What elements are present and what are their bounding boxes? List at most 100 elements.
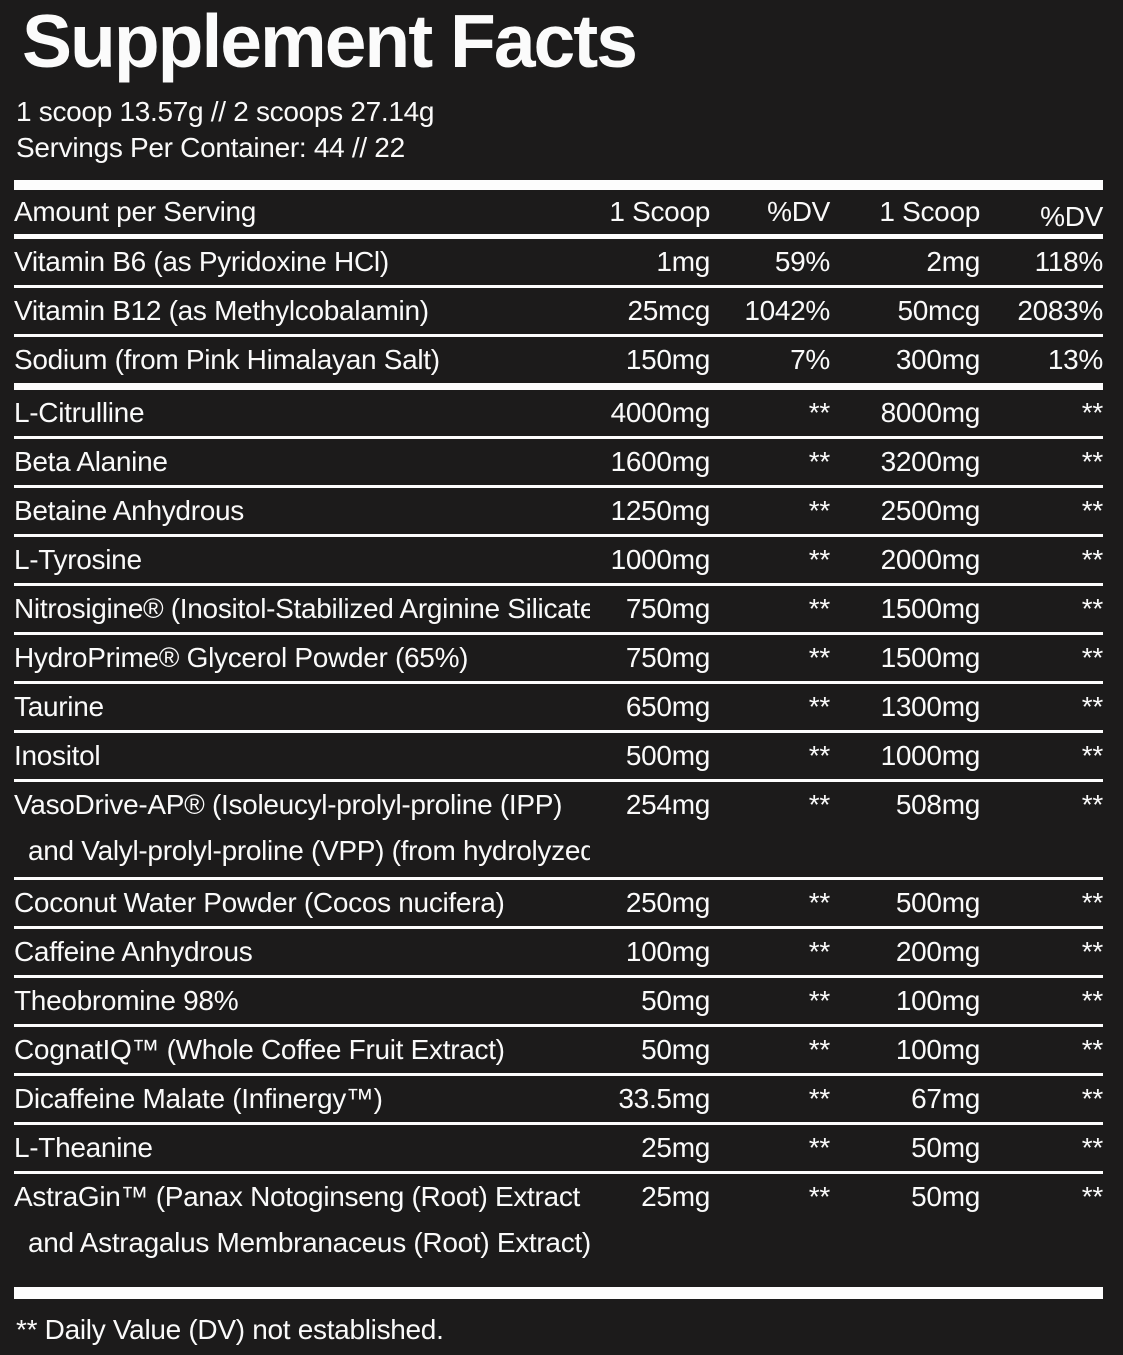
dv-scoop2: **	[1081, 691, 1104, 722]
amount-scoop2: 2000mg	[880, 544, 981, 575]
table-row: VasoDrive-AP® (Isoleucyl-prolyl-proline …	[14, 782, 1103, 880]
dv-scoop1: **	[808, 1034, 831, 1065]
table-row: Vitamin B12 (as Methylcobalamin) 25mcg 1…	[14, 288, 1103, 337]
dv-footnote: ** Daily Value (DV) not established.	[16, 1314, 444, 1345]
dv-scoop1: 59%	[774, 246, 830, 277]
table-header-row: Amount per Serving 1 Scoop %DV 1 Scoop %…	[14, 190, 1103, 239]
amount-scoop1: 500mg	[625, 740, 710, 771]
dv-scoop2: **	[1081, 936, 1104, 967]
ingredient-name: L-Tyrosine	[14, 544, 142, 575]
ingredient-name-cell: Caffeine Anhydrous	[14, 929, 590, 975]
table-row: L-Citrulline 4000mg ** 8000mg **	[14, 390, 1103, 439]
ingredient-name-cell: L-Citrulline	[14, 390, 590, 436]
ingredient-name: Vitamin B12 (as Methylcobalamin)	[14, 295, 429, 326]
dv-scoop1: **	[808, 446, 831, 477]
amount-scoop2: 1500mg	[880, 593, 981, 624]
dv-scoop2: 13%	[1047, 344, 1103, 375]
dv-scoop1: **	[808, 789, 831, 820]
amount-scoop2: 3200mg	[880, 446, 981, 477]
ingredient-name-cell: Vitamin B12 (as Methylcobalamin)	[14, 288, 590, 334]
dv-scoop2: **	[1081, 1083, 1104, 1114]
table-row: Sodium (from Pink Himalayan Salt) 150mg …	[14, 337, 1103, 390]
amount-scoop1: 1000mg	[610, 544, 711, 575]
ingredient-name: AstraGin™ (Panax Notoginseng (Root) Extr…	[14, 1181, 581, 1212]
table-row: Nitrosigine® (Inositol-Stabilized Argini…	[14, 586, 1103, 635]
table-row: AstraGin™ (Panax Notoginseng (Root) Extr…	[14, 1174, 1103, 1269]
dv-scoop2: **	[1081, 397, 1104, 428]
dv-scoop1: **	[808, 887, 831, 918]
ingredient-name-cell: Inositol	[14, 733, 590, 779]
amount-scoop1: 750mg	[625, 642, 710, 673]
dv-scoop1: **	[808, 642, 831, 673]
amount-scoop2: 1000mg	[880, 740, 981, 771]
ingredient-name-cell: Taurine	[14, 684, 590, 730]
amount-scoop2: 1500mg	[880, 642, 981, 673]
ingredient-name-cell: Vitamin B6 (as Pyridoxine HCl)	[14, 239, 590, 285]
amount-scoop1: 254mg	[625, 789, 710, 820]
ingredient-name: Betaine Anhydrous	[14, 495, 244, 526]
amount-scoop2: 508mg	[895, 789, 980, 820]
ingredient-name: Sodium (from Pink Himalayan Salt)	[14, 344, 440, 375]
ingredient-name: L-Theanine	[14, 1132, 153, 1163]
amount-scoop2: 8000mg	[880, 397, 981, 428]
page-title: Supplement Facts	[22, 0, 638, 83]
dv-scoop2: **	[1081, 544, 1104, 575]
amount-scoop2: 500mg	[895, 887, 980, 918]
thick-divider-top	[14, 180, 1103, 190]
column-header-dv1: %DV	[767, 196, 830, 227]
ingredient-name: Caffeine Anhydrous	[14, 936, 253, 967]
amount-scoop1: 1mg	[656, 246, 710, 277]
dv-scoop2: **	[1081, 642, 1104, 673]
ingredient-name: Coconut Water Powder (Cocos nucifera)	[14, 887, 505, 918]
amount-scoop2: 2500mg	[880, 495, 981, 526]
dv-scoop2: **	[1081, 446, 1104, 477]
amount-scoop1: 50mg	[641, 985, 710, 1016]
amount-scoop1: 25mg	[641, 1181, 710, 1212]
amount-scoop1: 33.5mg	[618, 1083, 710, 1114]
amount-scoop1: 4000mg	[610, 397, 711, 428]
dv-scoop1: **	[808, 544, 831, 575]
amount-scoop1: 750mg	[625, 593, 710, 624]
ingredient-name-cell: Sodium (from Pink Himalayan Salt)	[14, 337, 590, 383]
ingredient-name: VasoDrive-AP® (Isoleucyl-prolyl-proline …	[14, 789, 563, 820]
servings-per-container-line: Servings Per Container: 44 // 22	[16, 132, 405, 163]
dv-scoop2: 2083%	[1017, 295, 1103, 326]
amount-scoop1: 25mcg	[627, 295, 710, 326]
dv-scoop1: 1042%	[744, 295, 830, 326]
dv-scoop2: **	[1081, 740, 1104, 771]
column-header-scoop1: 1 Scoop	[609, 196, 710, 227]
ingredient-name-cell: Dicaffeine Malate (Infinergy™)	[14, 1076, 590, 1122]
amount-scoop2: 50mg	[911, 1181, 980, 1212]
dv-scoop2: **	[1081, 985, 1104, 1016]
amount-scoop2: 300mg	[895, 344, 980, 375]
ingredient-name-line2: and Valyl-prolyl-proline (VPP) (from hyd…	[28, 835, 590, 866]
dv-scoop1: 7%	[790, 344, 830, 375]
dv-scoop2: **	[1081, 1132, 1104, 1163]
dv-scoop2: **	[1081, 789, 1104, 820]
table-row: Theobromine 98% 50mg ** 100mg **	[14, 978, 1103, 1027]
dv-scoop1: **	[808, 691, 831, 722]
ingredient-name: Beta Alanine	[14, 446, 168, 477]
table-row: HydroPrime® Glycerol Powder (65%) 750mg …	[14, 635, 1103, 684]
amount-scoop1: 250mg	[625, 887, 710, 918]
ingredient-name-line2: and Astragalus Membranaceus (Root) Extra…	[28, 1227, 590, 1258]
dv-scoop1: **	[808, 593, 831, 624]
table-row: Inositol 500mg ** 1000mg **	[14, 733, 1103, 782]
amount-scoop2: 100mg	[895, 1034, 980, 1065]
dv-scoop2: **	[1081, 1034, 1104, 1065]
amount-scoop1: 1250mg	[610, 495, 711, 526]
table-row: Coconut Water Powder (Cocos nucifera) 25…	[14, 880, 1103, 929]
amount-scoop2: 2mg	[926, 246, 980, 277]
table-row: L-Tyrosine 1000mg ** 2000mg **	[14, 537, 1103, 586]
dv-scoop1: **	[808, 495, 831, 526]
dv-scoop1: **	[808, 1083, 831, 1114]
amount-scoop2: 50mg	[911, 1132, 980, 1163]
amount-scoop2: 1300mg	[880, 691, 981, 722]
scoop-weight-line: 1 scoop 13.57g // 2 scoops 27.14g	[16, 96, 435, 127]
amount-scoop1: 25mg	[641, 1132, 710, 1163]
ingredient-name: Nitrosigine® (Inositol-Stabilized Argini…	[14, 593, 590, 624]
ingredient-name-cell: AstraGin™ (Panax Notoginseng (Root) Extr…	[14, 1174, 590, 1266]
amount-scoop1: 50mg	[641, 1034, 710, 1065]
table-row: Taurine 650mg ** 1300mg **	[14, 684, 1103, 733]
